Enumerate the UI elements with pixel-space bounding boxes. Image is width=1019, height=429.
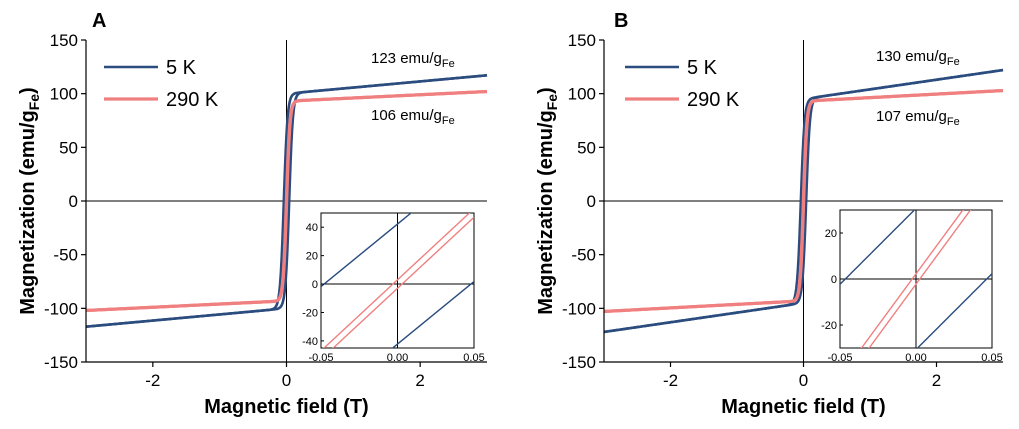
- inset-curve-290k-upper: [323, 213, 471, 348]
- y-tick-label: 0: [587, 192, 596, 211]
- inset-curve-5k-upper: [840, 210, 916, 285]
- x-tick-label: -2: [145, 371, 160, 390]
- inset-x-tick-label: -0.05: [827, 352, 852, 364]
- series-line-290k: [85, 89, 488, 313]
- annotation-label: 106 emu/gFe: [371, 107, 455, 127]
- y-tick-label: -150: [562, 353, 596, 372]
- legend-label: 5 K: [166, 57, 197, 79]
- inset-plot-area: [840, 210, 992, 348]
- inset-x-tick-label: -0.05: [308, 352, 333, 364]
- annotation-label: 130 emu/gFe: [876, 48, 960, 68]
- inset-y-tick-label: 0: [831, 274, 837, 286]
- y-tick-label: 0: [69, 192, 78, 211]
- inset-chart: -20 0 20 -0.05 0.00 0.05: [821, 209, 1003, 364]
- panel-label: B: [614, 10, 628, 32]
- series-line-5k: [603, 68, 1004, 334]
- inset-y-tick-label: 20: [825, 228, 837, 240]
- y-tick-label: 150: [50, 31, 78, 50]
- y-tick-label: -150: [44, 353, 78, 372]
- series-line-290k: [603, 88, 1004, 314]
- legend-label: 290 K: [166, 89, 219, 111]
- y-tick-label: 50: [59, 138, 78, 157]
- x-tick-label: 2: [415, 371, 424, 390]
- y-tick-label: -50: [53, 246, 78, 265]
- x-tick-label: 0: [282, 371, 291, 390]
- annotation-label: 123 emu/gFe: [371, 50, 455, 70]
- series-line-5k: [85, 74, 488, 328]
- inset-chart: -40 -20 0 20 40 -0.05 0.00 0.05: [302, 212, 485, 364]
- y-tick-label: 100: [568, 85, 596, 104]
- annotation-label: 107 emu/gFe: [876, 108, 960, 128]
- y-tick-label: 100: [50, 85, 78, 104]
- inset-x-tick-label: 0.00: [905, 352, 926, 364]
- inset-curve-290k-lower: [332, 216, 474, 348]
- inset-y-tick-label: -40: [302, 336, 318, 348]
- x-axis-label: Magnetic field (T): [204, 396, 368, 418]
- inset-curve-290k-lower: [868, 210, 972, 348]
- y-axis-label: Magnetization (emu/gFe): [535, 87, 560, 314]
- legend-label: 5 K: [687, 57, 718, 79]
- y-axis-label: Magnetization (emu/gFe): [17, 87, 42, 314]
- panel-label: A: [92, 10, 106, 32]
- inset-x-tick-label: 0.05: [463, 352, 484, 364]
- y-tick-label: -50: [571, 246, 596, 265]
- inset-y-tick-label: -20: [821, 320, 837, 332]
- x-axis-label: Magnetic field (T): [721, 396, 885, 418]
- y-tick-label: -100: [562, 299, 596, 318]
- inset-x-tick-label: 0.05: [981, 352, 1002, 364]
- y-tick-label: 50: [577, 138, 596, 157]
- inset-curve-5k-lower: [916, 273, 992, 348]
- x-tick-label: 0: [799, 371, 808, 390]
- inset-curve-290k-upper: [860, 210, 964, 348]
- legend-label: 290 K: [687, 89, 740, 111]
- x-tick-label: 2: [932, 371, 941, 390]
- inset-plot-area: [321, 213, 474, 348]
- inset-curve-5k-upper: [321, 213, 413, 288]
- inset-curve-5k-lower: [391, 281, 474, 348]
- y-tick-label: -100: [44, 299, 78, 318]
- inset-y-tick-label: 0: [312, 279, 318, 291]
- y-tick-label: 150: [568, 31, 596, 50]
- inset-y-tick-label: 40: [306, 222, 318, 234]
- x-tick-label: -2: [663, 371, 678, 390]
- inset-y-tick-label: 20: [306, 251, 318, 263]
- inset-x-tick-label: 0.00: [387, 352, 408, 364]
- inset-y-tick-label: -20: [302, 307, 318, 319]
